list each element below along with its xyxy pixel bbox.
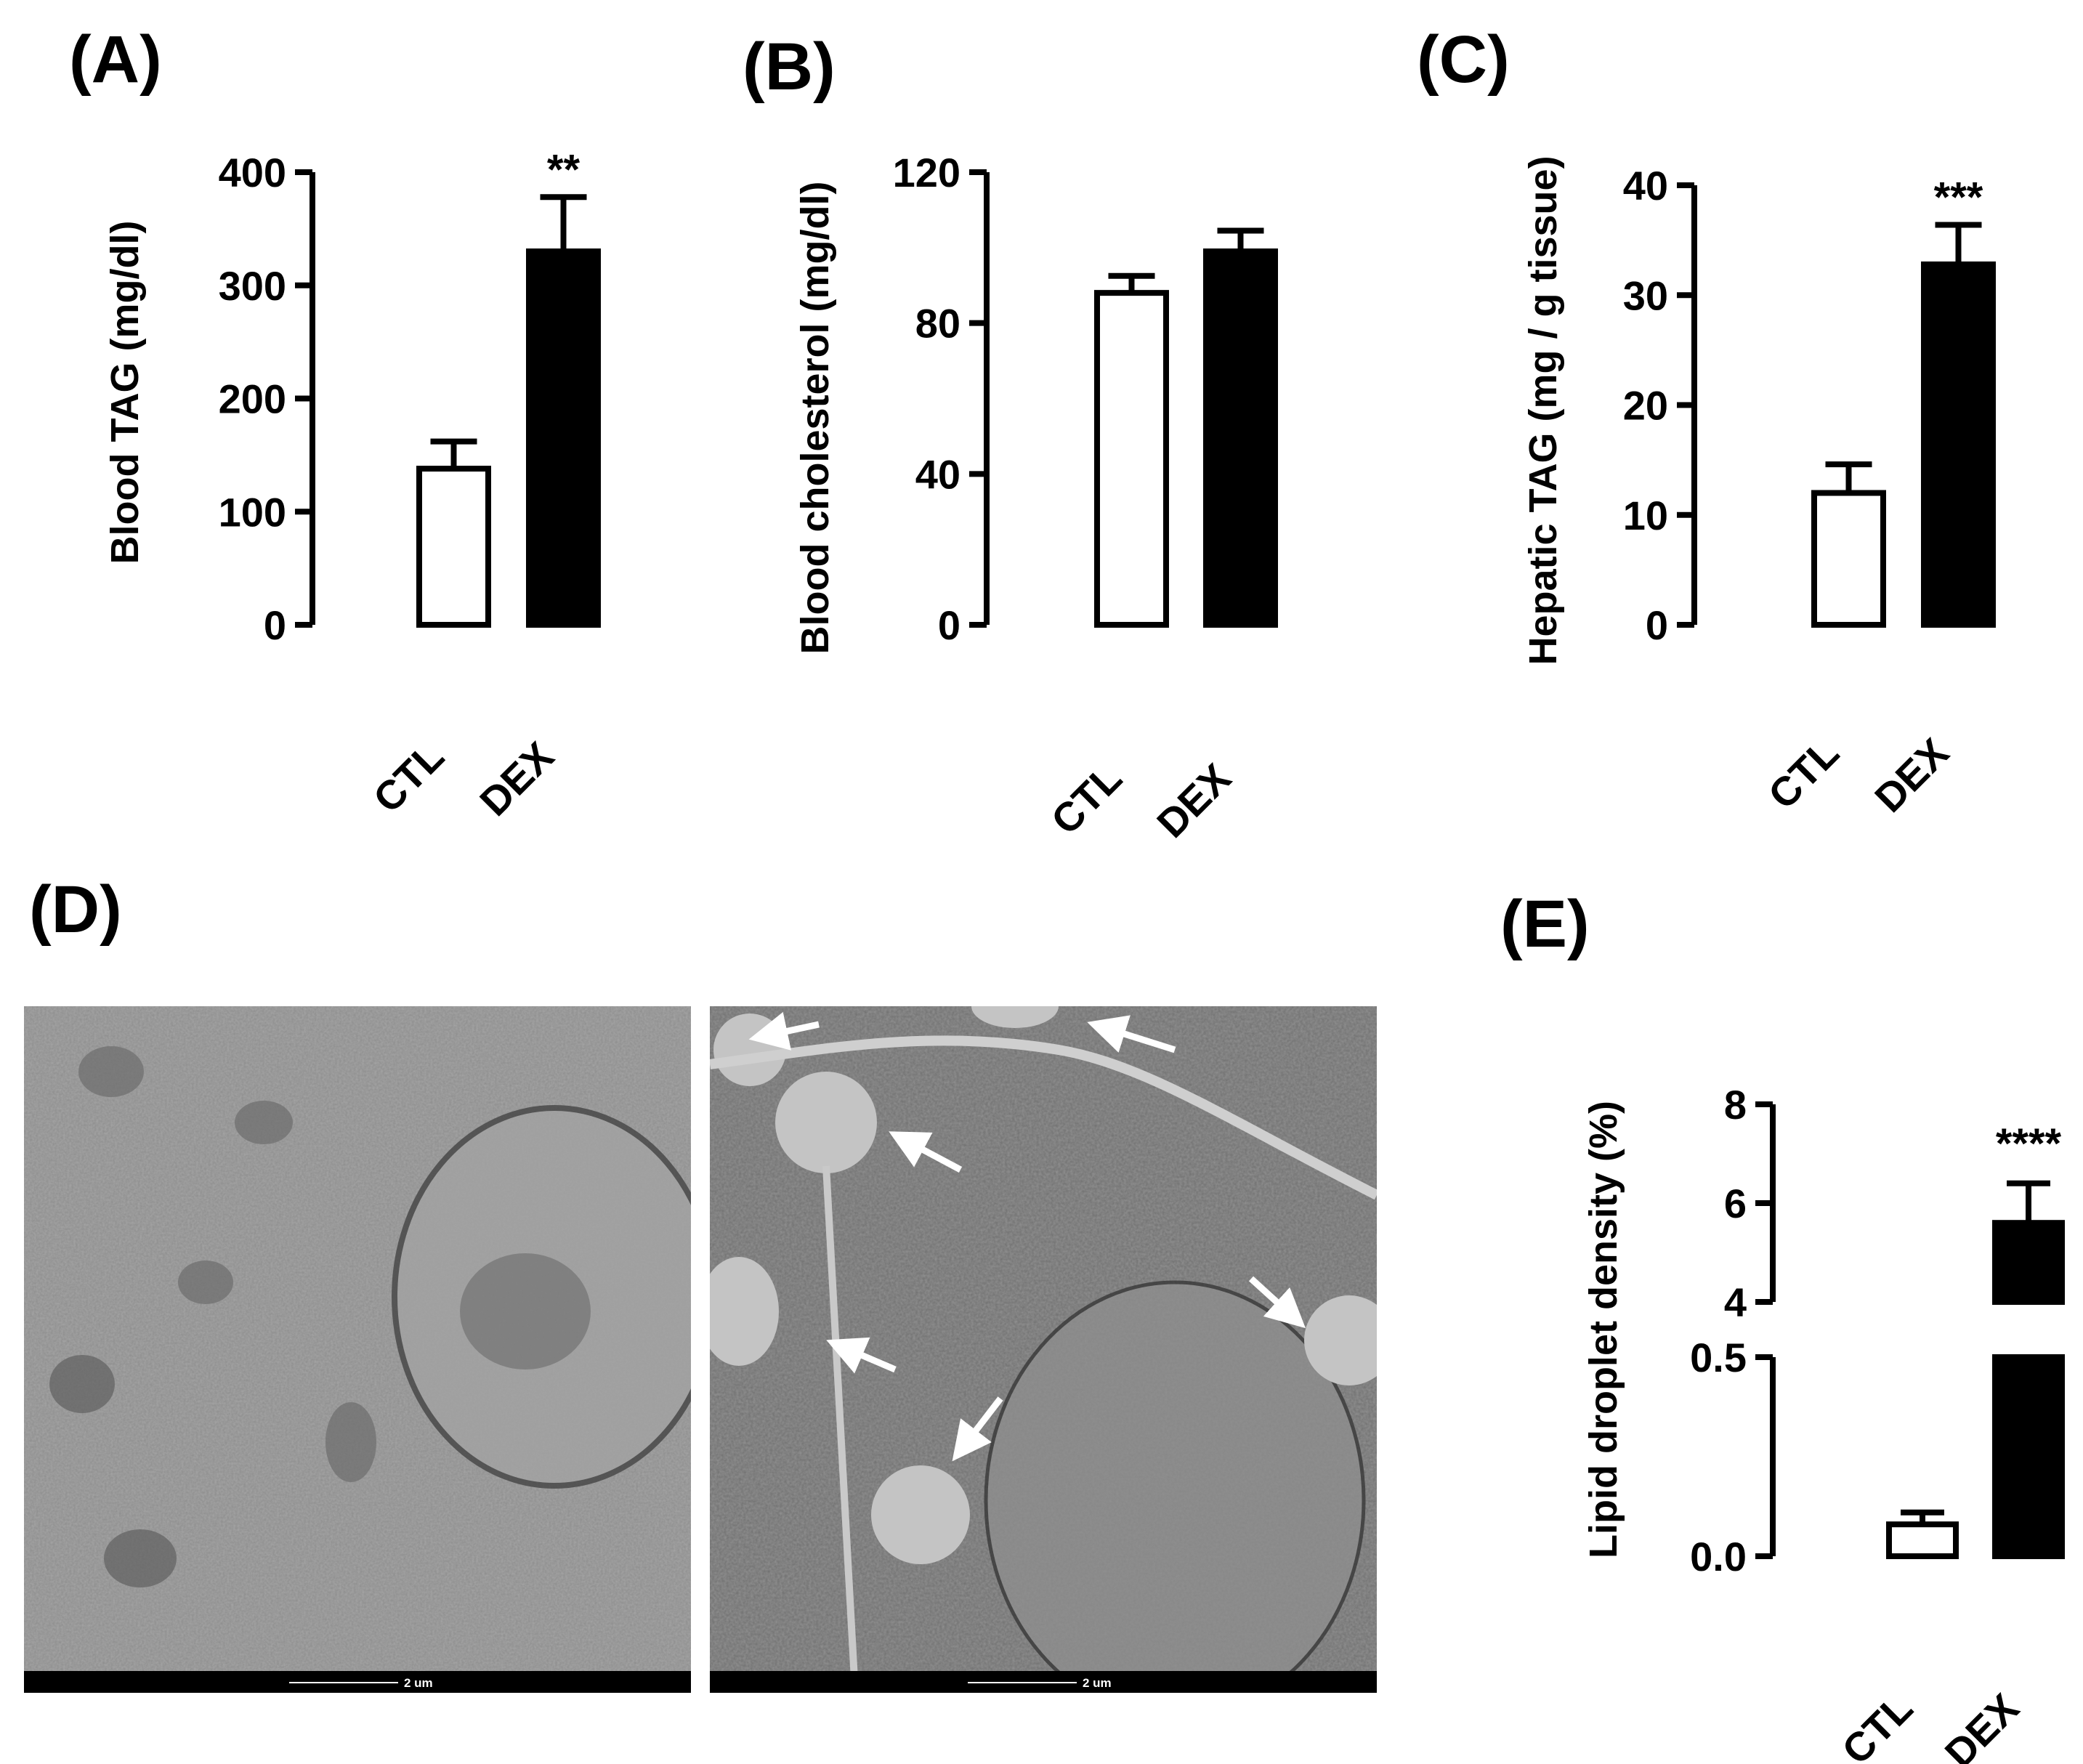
y-tick-label: 40 — [915, 451, 960, 497]
y-tick-label: 6 — [1724, 1181, 1747, 1226]
scale-bar-ctl: 2 um — [24, 1671, 691, 1693]
y-tick-label: 4 — [1724, 1279, 1747, 1325]
y-tick-label: 0.5 — [1690, 1335, 1747, 1380]
y-tick-label: 0 — [264, 602, 286, 648]
micrograph-ctl-texture — [24, 1006, 691, 1693]
y-tick-label: 0 — [938, 602, 960, 648]
bar-ctl — [416, 466, 491, 628]
scale-bar-dex: 2 um — [710, 1671, 1377, 1693]
bar-dex — [1921, 261, 1996, 628]
panel-label-b: (B) — [743, 30, 836, 104]
chart-hepatic-tag: 0 10 20 30 40 Hepatic TAG (mg / g tissue) CTL *… — [1521, 155, 1996, 821]
panel-label-a: (A) — [69, 23, 162, 97]
category-label: DEX — [1148, 755, 1239, 846]
y-axis-label: Hepatic TAG (mg / g tissue) — [1521, 155, 1565, 665]
bar-ctl — [1886, 1521, 1959, 1559]
micrograph-ctl: 2 um — [24, 1006, 691, 1693]
bar-dex-lower — [1992, 1354, 2065, 1559]
chart-blood-tag: 0 100 200 300 400 Blood TAG (mg/dl) CTL ** DEX — [103, 146, 601, 825]
panel-label-e: (E) — [1500, 887, 1590, 961]
panel-label-d: (D) — [29, 873, 122, 947]
y-tick-label: 10 — [1623, 493, 1668, 538]
y-tick-label: 200 — [219, 376, 286, 422]
y-tick-label: 120 — [893, 150, 960, 195]
bar-ctl — [1094, 290, 1169, 628]
bar-dex — [526, 248, 601, 628]
scale-label-dex: 2 um — [1083, 1676, 1112, 1690]
y-axis-label: Blood cholesterol (mg/dl) — [793, 181, 837, 654]
bar-dex — [1203, 248, 1278, 628]
micrograph-dex-texture — [710, 1006, 1377, 1693]
significance-label: **** — [1996, 1120, 2062, 1168]
bar-dex-upper — [1992, 1220, 2065, 1306]
chart-blood-cholesterol: 0 40 80 120 Blood cholesterol (mg/dl) CTL DEX — [793, 150, 1278, 846]
significance-label: *** — [1934, 174, 1983, 221]
y-tick-label: 8 — [1724, 1082, 1747, 1128]
significance-label: ** — [547, 146, 581, 193]
bar-ctl — [1811, 490, 1886, 628]
category-label: DEX — [1866, 729, 1957, 821]
scale-label-ctl: 2 um — [404, 1676, 433, 1690]
y-tick-label: 0 — [1646, 602, 1668, 648]
category-label: CTL — [1833, 1685, 1922, 1764]
chart-lipid-droplet-density: 4 6 8 0.0 0.5 Lipid droplet density (%) **** CT… — [1582, 1082, 2065, 1764]
y-tick-label: 80 — [915, 301, 960, 347]
y-axis-label: Blood TAG (mg/dl) — [103, 221, 147, 565]
category-label: CTL — [1042, 755, 1131, 843]
y-tick-label: 0.0 — [1690, 1534, 1747, 1579]
y-tick-label: 30 — [1623, 272, 1668, 318]
y-tick-label: 400 — [219, 150, 286, 195]
category-label: CTL — [1759, 729, 1848, 818]
category-label: DEX — [1936, 1685, 2028, 1764]
y-tick-label: 300 — [219, 263, 286, 309]
y-axis-label: Lipid droplet density (%) — [1582, 1101, 1625, 1558]
panel-label-c: (C) — [1417, 23, 1510, 97]
y-tick-label: 100 — [219, 489, 286, 535]
y-tick-label: 40 — [1623, 163, 1668, 209]
category-label: DEX — [471, 733, 562, 825]
category-label: CTL — [364, 733, 453, 822]
micrograph-dex: 2 um — [710, 1006, 1377, 1693]
y-tick-label: 20 — [1623, 383, 1668, 429]
